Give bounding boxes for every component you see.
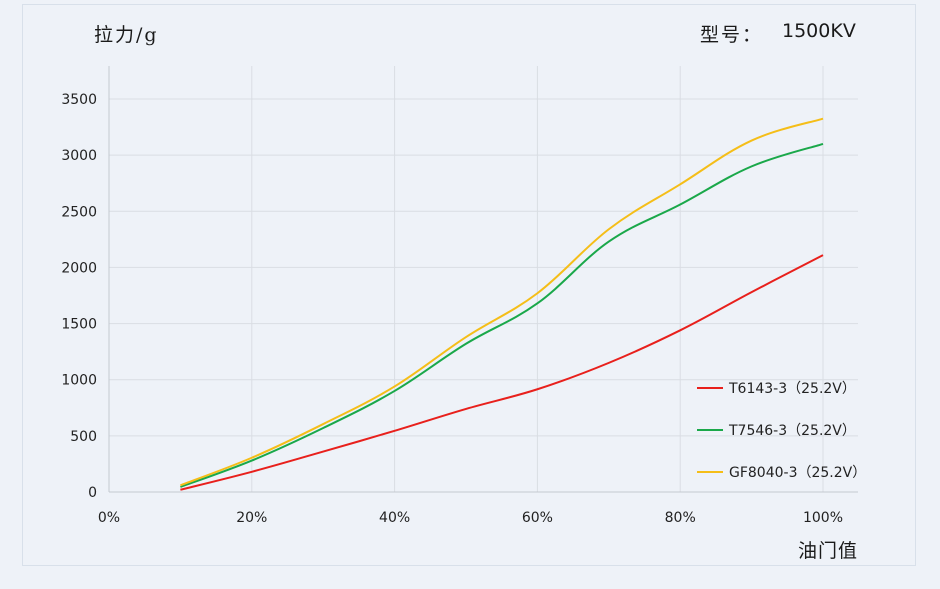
tick-labels: 0 500 1000 1500 2000 2500 3000 3500 0% 20% 40% 60% 8…	[61, 92, 843, 526]
y-tick-label: 1000	[61, 373, 97, 389]
y-tick-label: 2000	[61, 260, 97, 276]
legend-label-2: T7546-3（25.2V）	[728, 423, 856, 439]
legend: T6143-3（25.2V） T7546-3（25.2V） GF8040-3（25.…	[697, 381, 866, 481]
model-label: 型号：	[700, 24, 764, 46]
y-tick-label: 1500	[61, 317, 97, 333]
y-tick-label: 3000	[61, 148, 97, 164]
series-layer	[180, 117, 824, 491]
axes	[108, 66, 858, 493]
x-tick-label: 40%	[379, 510, 410, 526]
y-tick-label: 3500	[61, 92, 97, 108]
x-tick-label: 80%	[665, 510, 696, 526]
y-tick-label: 500	[70, 429, 97, 445]
grid	[109, 66, 858, 492]
x-tick-label: 0%	[98, 510, 120, 526]
legend-label-1: T6143-3（25.2V）	[728, 381, 856, 397]
series-line-2	[180, 142, 824, 488]
legend-label-3: GF8040-3（25.2V）	[729, 465, 866, 481]
series-line-3	[180, 117, 824, 487]
y-axis-label: 拉力/g	[94, 24, 159, 46]
x-tick-label: 100%	[803, 510, 843, 526]
x-axis-label: 油门值	[798, 540, 859, 562]
x-tick-label: 60%	[522, 510, 553, 526]
x-tick-label: 20%	[236, 510, 267, 526]
model-value: 1500KV	[782, 20, 856, 42]
y-tick-label: 0	[88, 485, 97, 501]
y-tick-label: 2500	[61, 204, 97, 220]
series-line-1	[180, 254, 824, 491]
